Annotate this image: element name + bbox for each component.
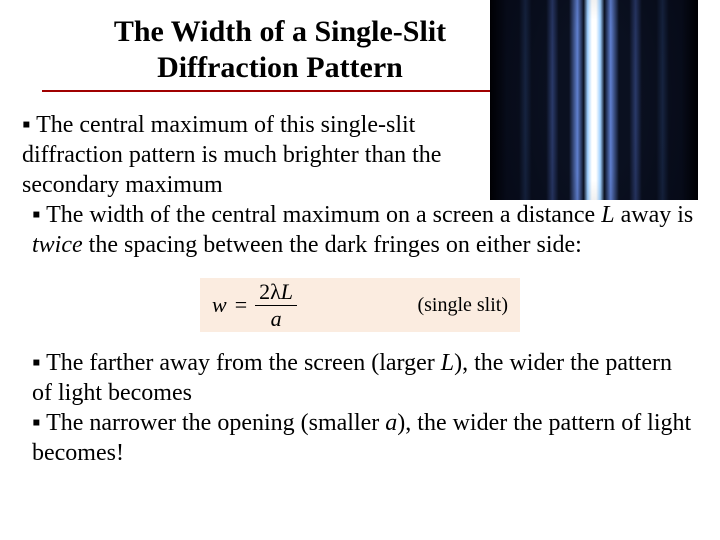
formula-denominator: a xyxy=(271,306,282,330)
bullet-icon: ▪ xyxy=(32,202,41,228)
formula-block: w = 2λL a (single slit) xyxy=(200,278,520,332)
bullet-icon: ▪ xyxy=(32,350,41,376)
formula-numerator: 2λL xyxy=(255,281,297,306)
bullet-1: ▪ The central maximum of this single-sli… xyxy=(22,110,478,200)
emphasis-twice: twice xyxy=(32,232,83,258)
variable-a: a xyxy=(385,410,397,436)
bullet-2-text-b: away is xyxy=(615,202,694,228)
slide-title: The Width of a Single-Slit Diffraction P… xyxy=(42,14,518,92)
bullet-icon: ▪ xyxy=(22,112,31,138)
formula-w: w xyxy=(212,291,227,319)
bullet-4: ▪ The narrower the opening (smaller a), … xyxy=(32,408,698,468)
bullet-icon: ▪ xyxy=(32,410,41,436)
title-line-2: Diffraction Pattern xyxy=(157,51,403,84)
bullet-1-text: The central maximum of this single-slit … xyxy=(22,112,441,198)
formula: w = 2λL a (single slit) xyxy=(200,281,520,330)
bullet-3: ▪ The farther away from the screen (larg… xyxy=(32,348,698,408)
bullet-3-text-a: The farther away from the screen (larger xyxy=(41,350,441,376)
bullet-2-text-c: the spacing between the dark fringes on … xyxy=(83,232,582,258)
formula-equals: = xyxy=(235,291,247,319)
formula-annotation: (single slit) xyxy=(417,293,508,318)
diffraction-pattern-image xyxy=(490,0,698,200)
bullet-2-text-a: The width of the central maximum on a sc… xyxy=(41,202,602,228)
bullet-2: ▪ The width of the central maximum on a … xyxy=(32,200,698,260)
variable-L: L xyxy=(601,202,614,228)
variable-L: L xyxy=(441,350,454,376)
slide: The Width of a Single-Slit Diffraction P… xyxy=(0,0,720,540)
formula-fraction: 2λL a xyxy=(255,281,297,330)
bullet-4-text-a: The narrower the opening (smaller xyxy=(41,410,386,436)
title-line-1: The Width of a Single-Slit xyxy=(114,15,446,48)
